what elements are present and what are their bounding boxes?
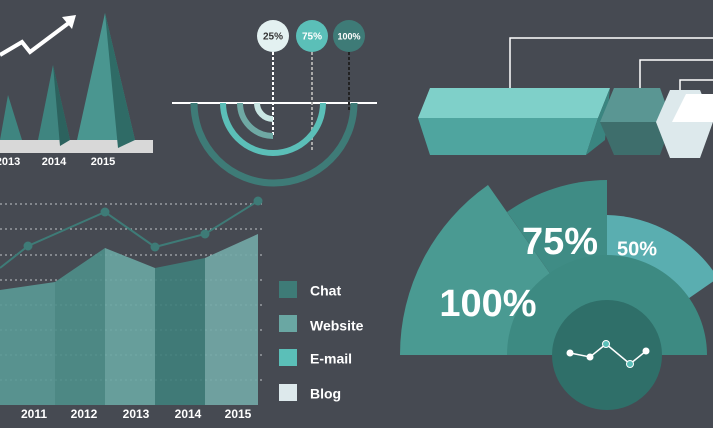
- year-label: 2015: [225, 407, 252, 421]
- spark-dot: [642, 347, 650, 355]
- area-band: [105, 248, 155, 405]
- area-chart: 2011 2012 2013 2014 2015: [0, 196, 265, 421]
- year-label: 2014: [42, 156, 67, 168]
- circle-badge: [333, 20, 365, 52]
- year-label: 2015: [91, 156, 115, 168]
- box-hex-top: [672, 94, 713, 122]
- circle-badge: [257, 20, 289, 52]
- pyramid-chart: 2013 2014 2015: [0, 13, 153, 168]
- shelf: [0, 140, 153, 153]
- arc: [237, 102, 274, 139]
- trend-arrow: [0, 20, 72, 57]
- percent-label: 100%: [439, 283, 536, 325]
- trend-dot: [253, 196, 263, 206]
- box-top: [418, 88, 610, 118]
- pyramid: [0, 95, 22, 140]
- year-label: 2011: [21, 407, 47, 421]
- legend-label: Website: [310, 318, 364, 334]
- trend-dot: [23, 241, 33, 251]
- legend-swatch: [279, 315, 297, 332]
- box-front: [418, 118, 598, 155]
- year-label: 2013: [0, 156, 20, 168]
- connector: [639, 59, 713, 88]
- percent-label: 75%: [522, 221, 598, 263]
- percent-label: 75%: [302, 32, 322, 43]
- legend-label: Chat: [310, 283, 341, 299]
- arc: [220, 102, 326, 156]
- year-label: 2013: [123, 407, 150, 421]
- area-band: [205, 234, 258, 405]
- connector: [679, 79, 713, 90]
- trend-dot: [100, 207, 110, 217]
- spark-dot: [586, 353, 594, 361]
- radial-chart: 75% 50% 100%: [399, 180, 713, 410]
- year-label: 2012: [71, 407, 98, 421]
- circle-badge: [296, 20, 328, 52]
- year-label: 2014: [175, 407, 202, 421]
- connector: [509, 37, 713, 88]
- box-diagram: [418, 37, 713, 158]
- center-circle: [552, 300, 662, 410]
- spark-dot: [566, 349, 574, 357]
- area-band: [155, 258, 205, 405]
- trend-dot: [200, 229, 210, 239]
- trend-line: [0, 200, 259, 269]
- percent-label: 25%: [263, 32, 283, 43]
- spark-dot: [602, 340, 610, 348]
- pyramid-side: [53, 65, 70, 146]
- legend-swatch: [279, 384, 297, 401]
- box-hex-top: [600, 88, 672, 122]
- legend-swatch: [279, 281, 297, 298]
- spark-dot: [626, 360, 634, 368]
- legend: Chat Website E-mail Blog: [279, 281, 364, 402]
- area-band: [0, 282, 55, 405]
- legend-label: Blog: [310, 386, 341, 402]
- legend-swatch: [279, 349, 297, 366]
- box-side: [586, 88, 610, 155]
- legend-label: E-mail: [310, 351, 352, 367]
- pyramid-side: [105, 13, 135, 148]
- arc: [190, 102, 358, 187]
- area-band: [55, 248, 105, 405]
- percent-label: 100%: [337, 31, 360, 41]
- arc: [254, 102, 274, 122]
- arrow-head: [62, 15, 76, 29]
- arc-chart: 25% 75% 100%: [172, 20, 377, 187]
- percent-label: 50%: [617, 238, 657, 260]
- trend-dot: [150, 242, 160, 252]
